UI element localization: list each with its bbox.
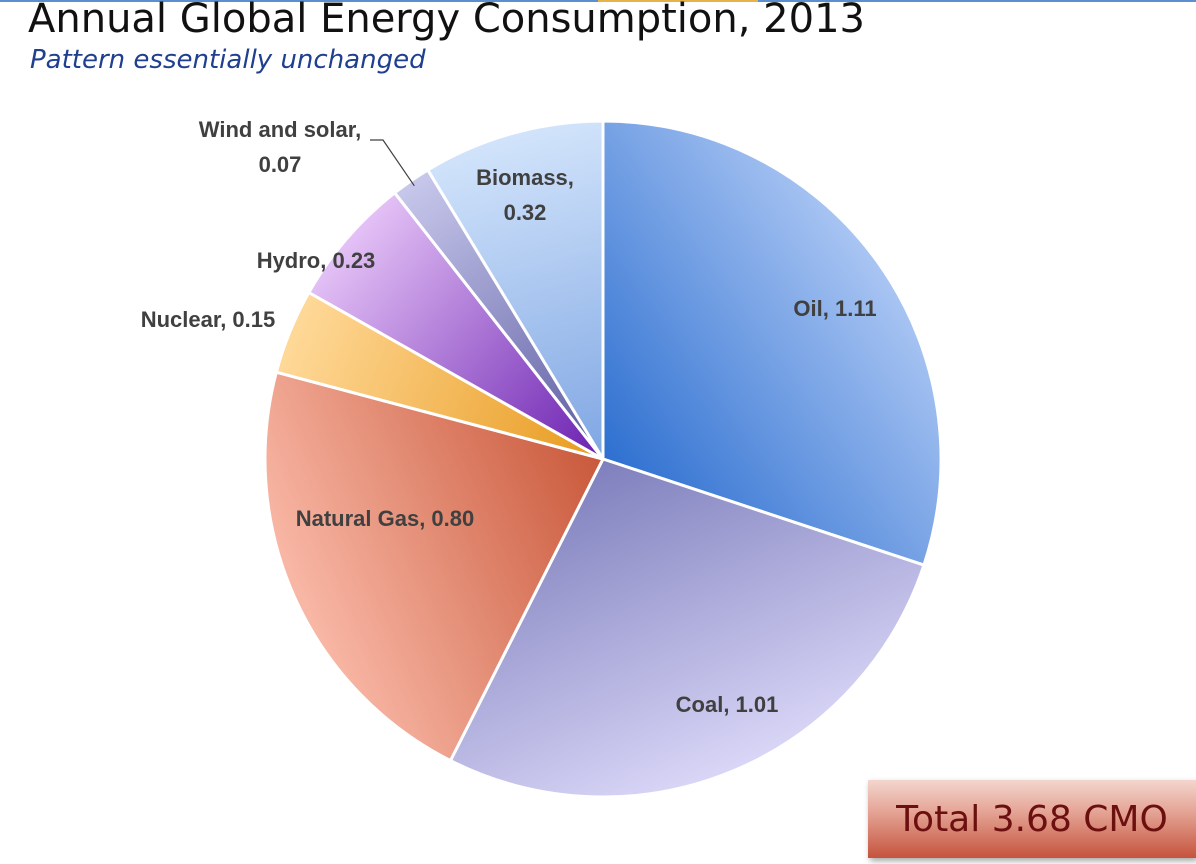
top-accent: [598, 0, 758, 2]
slice-labels: Oil, 1.11 Coal, 1.01 Natural Gas, 0.80 Nucl…: [141, 117, 877, 717]
pie-slice-oil: [601, 119, 943, 567]
total-box: Total 3.68 CMO: [868, 780, 1196, 858]
slice-label-natural-gas: Natural Gas, 0.80: [296, 506, 475, 531]
slice-label-hydro: Hydro, 0.23: [257, 248, 376, 273]
pie-slice-biomass: [426, 119, 605, 461]
slice-label-coal: Coal, 1.01: [676, 692, 779, 717]
pie-slice-natural-gas: [263, 370, 605, 763]
pie-slices: [263, 119, 943, 799]
pie-slice-hydro: [307, 191, 605, 461]
chart-subtitle: Pattern essentially unchanged: [30, 45, 426, 75]
slice-label-biomass: Biomass, 0.32: [476, 165, 574, 225]
leader-lines: [370, 139, 415, 187]
slice-label-nuclear: Nuclear, 0.15: [141, 307, 276, 332]
slice-label-oil: Oil, 1.11: [793, 296, 876, 321]
pie-slice-coal: [448, 457, 926, 799]
slice-label-wind-and-solar: Wind and solar, 0.07: [199, 117, 361, 177]
chart-title: Annual Global Energy Consumption, 2013: [28, 0, 865, 42]
total-label: Total 3.68 CMO: [896, 798, 1168, 840]
leader-line-wind-and-solar: [370, 139, 415, 187]
